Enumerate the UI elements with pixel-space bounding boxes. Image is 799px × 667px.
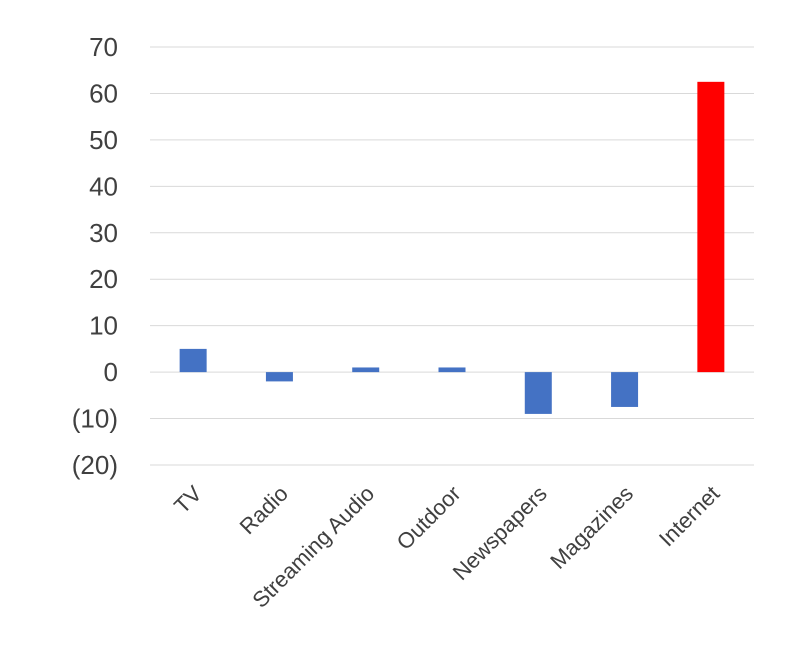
- y-tick-label: 30: [89, 218, 118, 248]
- x-tick-label: Radio: [235, 481, 293, 539]
- x-tick-label: Internet: [654, 481, 724, 551]
- y-tick-label: (10): [72, 404, 118, 434]
- bar-outdoor: [438, 367, 466, 373]
- x-tick-label: TV: [169, 481, 207, 519]
- y-tick-label: 0: [104, 357, 118, 387]
- bars: [179, 81, 725, 414]
- bar-streaming-audio: [352, 367, 380, 373]
- bar-internet: [697, 81, 725, 373]
- y-tick-label: 70: [89, 32, 118, 62]
- bar-radio: [265, 372, 293, 382]
- x-tick-label: Outdoor: [392, 481, 466, 555]
- y-tick-label: 20: [89, 264, 118, 294]
- bar-tv: [179, 348, 207, 373]
- x-tick-label: Magazines: [545, 481, 638, 574]
- y-tick-label: (20): [72, 450, 118, 480]
- y-tick-label: 50: [89, 125, 118, 155]
- y-tick-label: 40: [89, 171, 118, 201]
- bar-magazines: [611, 372, 639, 407]
- y-tick-label: 60: [89, 78, 118, 108]
- y-tick-label: 10: [89, 311, 118, 341]
- bar-newspapers: [524, 372, 552, 414]
- y-axis-tick-labels: 70 60 50 40 30 20 10 0 (10) (20): [72, 32, 118, 480]
- gridlines: [150, 46, 754, 466]
